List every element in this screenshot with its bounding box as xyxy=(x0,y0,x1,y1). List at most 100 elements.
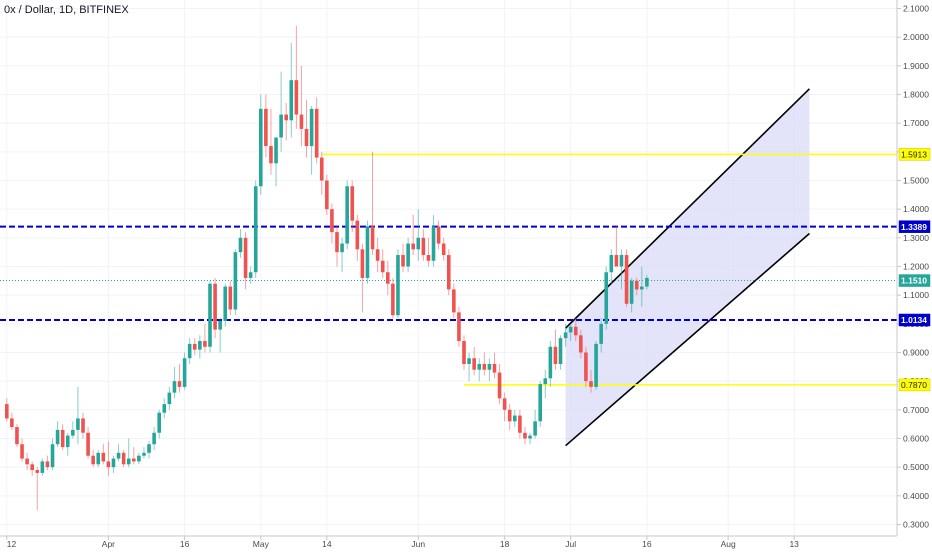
candle xyxy=(45,455,50,471)
candle-body xyxy=(20,444,24,459)
candle-body xyxy=(426,255,431,261)
candle xyxy=(111,455,116,473)
candle-body xyxy=(467,358,471,364)
level-badge-bg xyxy=(898,148,931,161)
candle xyxy=(238,229,243,258)
candle-body xyxy=(208,283,212,347)
candle-body xyxy=(30,464,34,471)
candle xyxy=(604,266,609,330)
candle-body xyxy=(259,108,263,187)
time-tick-label: 13 xyxy=(789,539,799,549)
candle-body xyxy=(558,338,563,364)
candle xyxy=(502,392,507,422)
candle xyxy=(528,432,532,445)
candle xyxy=(467,352,471,382)
candle xyxy=(309,105,314,175)
candle-body xyxy=(436,226,441,244)
candle-body xyxy=(619,255,624,267)
candle-body xyxy=(634,280,639,290)
candle xyxy=(218,318,222,353)
candle-body xyxy=(487,363,492,370)
candle-body xyxy=(76,418,80,430)
time-axis[interactable]: 12 Apr 16 May 14 Jun 18 Jul 16 Aug 13 xyxy=(0,535,932,550)
candle-body xyxy=(533,421,537,436)
last-price-badge-bg xyxy=(898,274,931,287)
candle-body xyxy=(116,452,121,459)
candle-body xyxy=(81,418,85,433)
time-tick-label: 16 xyxy=(180,539,190,549)
candle xyxy=(594,341,598,390)
horizontal-levels xyxy=(0,153,897,386)
candle xyxy=(360,243,365,313)
candle-body xyxy=(25,458,29,465)
candle-body xyxy=(340,243,344,253)
candle-body xyxy=(457,312,461,342)
time-tick-label: 12 xyxy=(7,539,17,549)
candle-body xyxy=(416,237,421,250)
candle xyxy=(81,412,85,439)
candle xyxy=(523,427,527,445)
candle-body xyxy=(40,461,45,473)
candle-body xyxy=(137,455,141,462)
candle-body xyxy=(223,286,228,321)
candle-body xyxy=(248,272,253,278)
candle xyxy=(645,275,649,290)
price-labels: 1.5913 1.3389 1.0134 0.7870 1.1510 xyxy=(898,148,931,392)
candle-body xyxy=(157,412,161,433)
candle-body xyxy=(462,341,466,364)
candle xyxy=(436,220,441,250)
candle-body xyxy=(594,343,598,387)
candle xyxy=(192,338,197,356)
candle-body xyxy=(573,326,578,336)
candle xyxy=(553,329,558,370)
candle xyxy=(71,421,75,439)
candle-body xyxy=(446,255,451,290)
candle-body xyxy=(584,352,588,382)
candle-body xyxy=(243,237,248,278)
candle xyxy=(325,174,329,215)
candle xyxy=(304,100,309,158)
candle xyxy=(147,441,151,459)
price-tick-label: 2.1000 xyxy=(903,4,929,14)
time-axis-background xyxy=(0,536,932,550)
candle-body xyxy=(192,343,197,350)
candle xyxy=(431,214,436,267)
candle xyxy=(452,283,456,319)
candle xyxy=(482,352,487,376)
time-tick-label: 18 xyxy=(500,539,510,549)
candle-body xyxy=(309,108,314,147)
candle-body xyxy=(431,226,436,261)
candle xyxy=(203,323,207,353)
candle-body xyxy=(253,186,258,273)
candle xyxy=(137,452,141,465)
candle xyxy=(294,25,299,129)
level-badge-text: 1.5913 xyxy=(901,150,927,160)
candle xyxy=(401,243,405,273)
price-tick-label: 1.2000 xyxy=(903,262,929,272)
candle-body xyxy=(106,461,111,468)
candle-body xyxy=(502,398,507,410)
candle-body xyxy=(345,186,349,244)
time-tick-label: May xyxy=(253,539,270,549)
candle-body xyxy=(289,80,294,121)
candle-body xyxy=(589,381,593,387)
candle-body xyxy=(421,237,426,256)
candle-body xyxy=(482,363,487,370)
time-tick-label: Jun xyxy=(411,539,425,549)
candle-body xyxy=(299,114,304,129)
candle-body xyxy=(314,108,319,158)
candle xyxy=(60,424,65,450)
candle-body xyxy=(335,232,339,253)
price-tick-label: 1.8000 xyxy=(903,90,929,100)
candle xyxy=(340,237,344,273)
candle xyxy=(416,209,421,261)
candle-body xyxy=(5,404,9,419)
candle xyxy=(187,338,192,364)
candle-body xyxy=(319,157,324,181)
candle xyxy=(614,226,619,267)
candle-body xyxy=(71,429,75,436)
candle xyxy=(513,409,517,428)
candle xyxy=(243,232,248,290)
